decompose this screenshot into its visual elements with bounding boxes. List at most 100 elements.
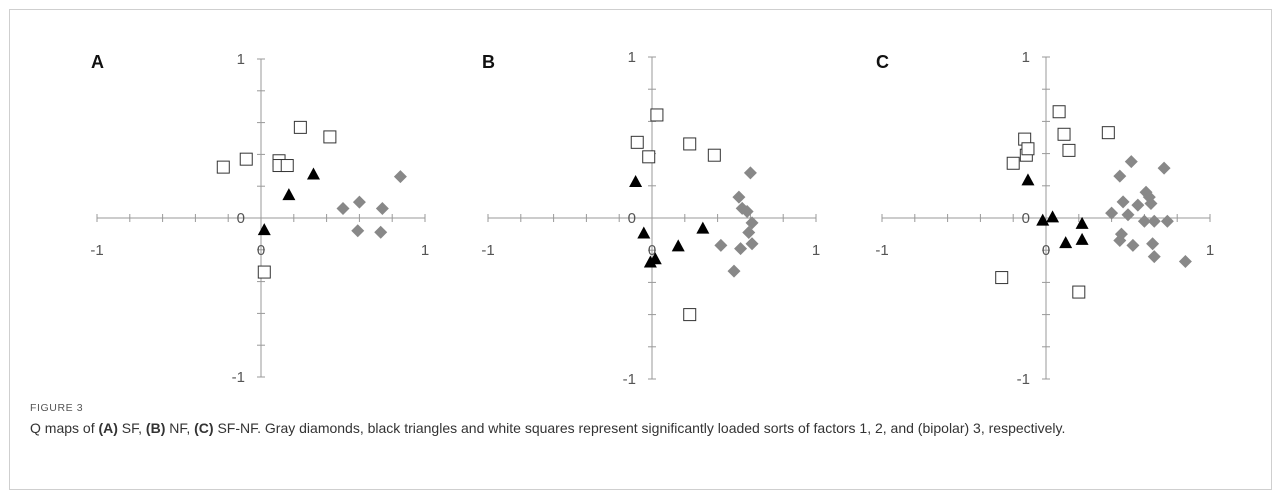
diamond-marker bbox=[1113, 169, 1127, 183]
y-tick-label: -1 bbox=[1017, 371, 1030, 388]
diamond-marker bbox=[1146, 237, 1160, 251]
x-tick-label: 0 bbox=[1042, 242, 1050, 259]
diamond-marker bbox=[393, 170, 407, 184]
diamond-marker bbox=[1147, 250, 1161, 264]
diamond-marker bbox=[1105, 206, 1119, 220]
triangle-marker bbox=[1021, 173, 1035, 186]
triangle-marker bbox=[1036, 213, 1050, 226]
y-tick-label: 1 bbox=[237, 51, 245, 68]
square-marker bbox=[683, 137, 697, 151]
figure-label: FIGURE 3 bbox=[30, 402, 84, 414]
square-marker bbox=[216, 160, 230, 174]
triangle-marker bbox=[696, 221, 710, 234]
triangle-marker bbox=[282, 188, 296, 201]
square-marker bbox=[1021, 142, 1035, 156]
diamond-marker bbox=[734, 242, 748, 256]
diamond-marker bbox=[374, 225, 388, 239]
caption-segment: SF-NF. Gray diamonds, black triangles an… bbox=[213, 420, 1066, 436]
diamond-marker bbox=[1137, 214, 1151, 228]
caption-segment: NF, bbox=[165, 420, 195, 436]
caption-segment: (C) bbox=[194, 420, 214, 436]
y-tick-label: -1 bbox=[623, 371, 636, 388]
triangle-marker bbox=[637, 226, 651, 239]
x-tick-label: 1 bbox=[1206, 242, 1214, 259]
caption-segment: Q maps of bbox=[30, 420, 99, 436]
y-tick-label: 1 bbox=[1022, 49, 1030, 66]
square-marker bbox=[995, 271, 1009, 285]
diamond-marker bbox=[352, 195, 366, 209]
x-tick-label: 0 bbox=[257, 242, 265, 259]
diamond-marker bbox=[336, 201, 350, 215]
square-marker bbox=[293, 120, 307, 134]
diamond-marker bbox=[1160, 214, 1174, 228]
diamond-marker bbox=[1131, 198, 1145, 212]
y-tick-label: 0 bbox=[628, 210, 636, 227]
square-marker bbox=[1052, 105, 1066, 119]
panel-a: A -1 0 1 1 0 -1 bbox=[90, 51, 429, 386]
caption-segment: (A) bbox=[98, 420, 118, 436]
panel-letter: A bbox=[91, 52, 104, 72]
diamond-marker bbox=[1116, 195, 1130, 209]
y-tick-label: 0 bbox=[1022, 210, 1030, 227]
panel-letter: C bbox=[876, 52, 889, 72]
caption-text: Q maps of (A) SF, (B) NF, (C) SF-NF. Gra… bbox=[30, 418, 1250, 439]
square-marker bbox=[1072, 285, 1086, 299]
square-marker bbox=[1101, 126, 1115, 140]
triangle-marker bbox=[643, 255, 657, 268]
square-marker bbox=[280, 159, 294, 173]
diamond-marker bbox=[714, 238, 728, 252]
x-tick-label: 1 bbox=[421, 242, 429, 259]
diamond-marker bbox=[1121, 208, 1135, 222]
diamond-marker bbox=[743, 166, 757, 180]
square-marker bbox=[642, 150, 656, 164]
square-marker bbox=[239, 152, 253, 166]
figure-caption: FIGURE 3 Q maps of (A) SF, (B) NF, (C) S… bbox=[30, 402, 1250, 439]
square-marker bbox=[683, 308, 697, 322]
square-marker bbox=[257, 265, 271, 279]
square-marker bbox=[1006, 156, 1020, 170]
caption-segment: (B) bbox=[145, 420, 166, 436]
diamond-marker bbox=[732, 190, 746, 204]
square-marker bbox=[1062, 143, 1076, 157]
diamond-marker bbox=[727, 264, 741, 278]
triangle-marker bbox=[1075, 232, 1089, 245]
square-marker bbox=[630, 135, 644, 149]
triangle-marker bbox=[629, 174, 643, 187]
diamond-marker bbox=[1157, 161, 1171, 175]
square-marker bbox=[1057, 127, 1071, 141]
square-marker bbox=[707, 148, 721, 162]
caption-segment: SF, bbox=[117, 420, 146, 436]
y-tick-label: 0 bbox=[237, 210, 245, 227]
diamond-marker bbox=[742, 225, 756, 239]
square-marker bbox=[650, 108, 664, 122]
figure-frame bbox=[9, 9, 1272, 490]
x-tick-label: -1 bbox=[875, 242, 888, 259]
triangle-marker bbox=[306, 167, 320, 180]
diamond-marker bbox=[745, 237, 759, 251]
panel-b: B -1 0 1 1 0 -1 bbox=[481, 49, 820, 388]
panel-letter: B bbox=[482, 52, 495, 72]
diamond-marker bbox=[375, 201, 389, 215]
diamond-marker bbox=[1178, 254, 1192, 268]
triangle-marker bbox=[257, 223, 271, 236]
x-tick-label: 0 bbox=[648, 242, 656, 259]
triangle-marker bbox=[1075, 216, 1089, 229]
diamond-marker bbox=[1144, 197, 1158, 211]
y-tick-label: 1 bbox=[628, 49, 636, 66]
diamond-marker bbox=[1124, 155, 1138, 169]
triangle-marker bbox=[1059, 236, 1073, 249]
panel-c: C -1 0 1 1 0 -1 bbox=[875, 49, 1214, 388]
diamond-marker bbox=[1113, 234, 1127, 248]
y-tick-label: -1 bbox=[232, 369, 245, 386]
diamond-marker bbox=[740, 205, 754, 219]
triangle-marker bbox=[1046, 210, 1060, 223]
x-tick-label: -1 bbox=[90, 242, 103, 259]
x-tick-label: 1 bbox=[812, 242, 820, 259]
triangle-marker bbox=[671, 239, 685, 252]
square-marker bbox=[323, 130, 337, 144]
diamond-marker bbox=[1126, 238, 1140, 252]
diamond-marker bbox=[351, 224, 365, 238]
diamond-marker bbox=[1147, 214, 1161, 228]
x-tick-label: -1 bbox=[481, 242, 494, 259]
